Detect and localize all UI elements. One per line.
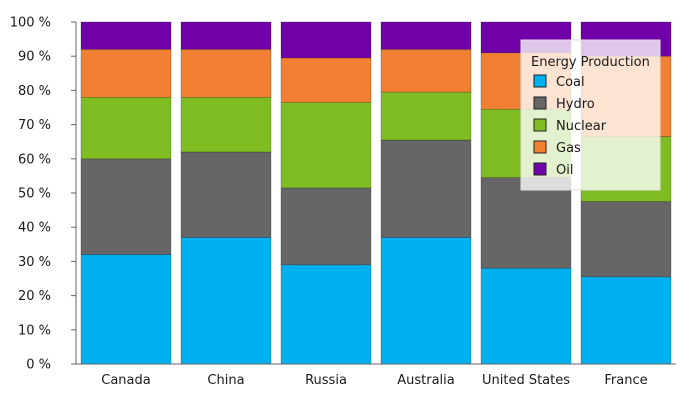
bar-segment-hydro-1: [180, 151, 272, 238]
bar-segment-hydro-2: [280, 187, 372, 266]
bar-segment-hydro-3: [380, 139, 472, 238]
bar-segment-coal-5: [580, 276, 672, 365]
y-tick-label: 20 %: [18, 289, 51, 304]
y-tick-label: 90 %: [18, 50, 51, 65]
y-tick-label: 50 %: [18, 187, 51, 202]
y-tick-label: 30 %: [18, 255, 51, 270]
y-tick-label: 40 %: [18, 221, 51, 236]
x-tick-label: Canada: [101, 373, 150, 388]
bar-segment-hydro-0: [80, 158, 172, 255]
legend-swatch-coal: [533, 74, 547, 88]
bar-segment-coal-3: [380, 237, 472, 365]
legend: Energy Production Coal Hydro Nuclear Gas Oil: [520, 39, 661, 191]
legend-label-gas: Gas: [556, 141, 581, 156]
bar-segment-nuclear-1: [180, 96, 272, 153]
bar-segment-nuclear-2: [280, 102, 372, 189]
legend-items: Coal Hydro Nuclear Gas Oil: [533, 74, 607, 178]
legend-label-hydro: Hydro: [556, 97, 595, 112]
bar-segment-oil-1: [180, 21, 272, 50]
bar-segment-coal-1: [180, 237, 272, 365]
legend-label-oil: Oil: [556, 163, 573, 178]
bar-segment-oil-3: [380, 21, 472, 50]
legend-label-nuclear: Nuclear: [556, 119, 607, 134]
y-tick-label: 0 %: [26, 358, 51, 373]
bar-segment-nuclear-0: [80, 96, 172, 160]
legend-swatch-oil: [533, 162, 547, 176]
bar-segment-hydro-5: [580, 201, 672, 278]
y-tick-label: 70 %: [18, 118, 51, 133]
x-tick-label: Russia: [305, 373, 347, 388]
y-tick-label: 100 %: [10, 16, 51, 31]
x-tick-label: China: [207, 373, 244, 388]
legend-title: Energy Production: [531, 55, 650, 70]
bar-segment-gas-0: [80, 49, 172, 98]
legend-swatch-nuclear: [533, 118, 547, 132]
x-tick-label: United States: [482, 373, 570, 388]
bar-segment-hydro-4: [480, 177, 572, 269]
bar-segment-gas-1: [180, 49, 272, 98]
y-tick-label: 60 %: [18, 152, 51, 167]
bar-segment-coal-4: [480, 267, 572, 365]
x-tick-label: France: [604, 373, 647, 388]
bar-segment-coal-2: [280, 264, 372, 365]
y-tick-label: 10 %: [18, 323, 51, 338]
bar-segment-nuclear-3: [380, 91, 472, 141]
axes-layer: Canada China Russia Australia United States F…: [10, 16, 676, 388]
x-tick-label: Australia: [397, 373, 455, 388]
bar-segment-gas-2: [280, 57, 372, 103]
y-tick-label: 80 %: [18, 84, 51, 99]
bar-segment-coal-0: [80, 254, 172, 365]
bar-segment-oil-2: [280, 21, 372, 59]
bar-segment-gas-3: [380, 49, 472, 93]
legend-swatch-gas: [533, 140, 547, 154]
legend-swatch-hydro: [533, 96, 547, 110]
legend-label-coal: Coal: [556, 75, 585, 90]
bar-segment-oil-0: [80, 21, 172, 50]
